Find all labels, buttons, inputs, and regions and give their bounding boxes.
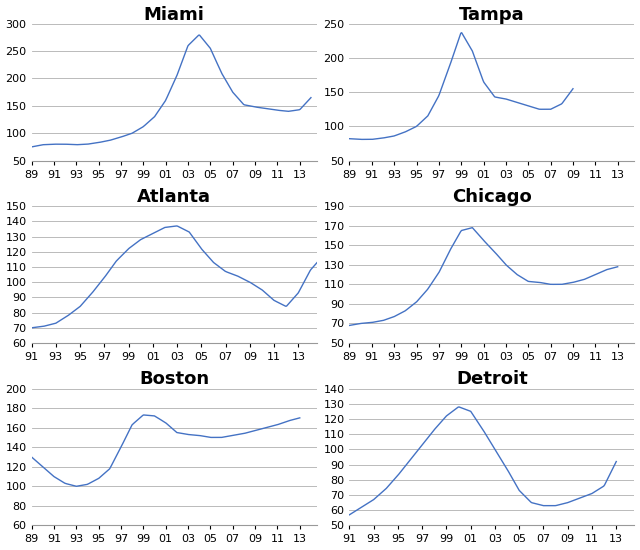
Title: Boston: Boston — [139, 370, 209, 388]
Title: Tampa: Tampa — [459, 6, 525, 24]
Title: Miami: Miami — [143, 6, 204, 24]
Title: Chicago: Chicago — [452, 188, 532, 206]
Title: Atlanta: Atlanta — [137, 188, 211, 206]
Title: Detroit: Detroit — [456, 370, 528, 388]
